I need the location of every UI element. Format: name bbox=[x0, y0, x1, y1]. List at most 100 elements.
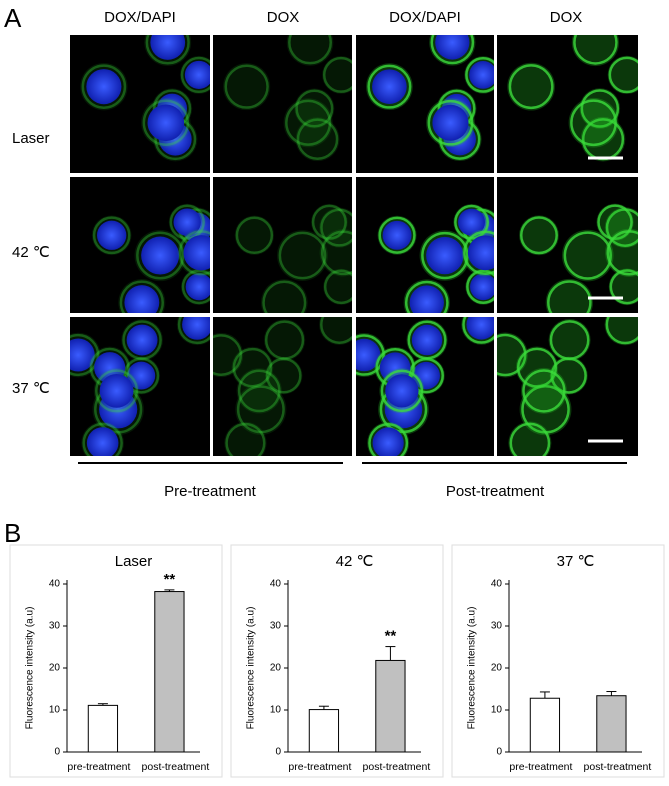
cell-ring bbox=[320, 208, 352, 247]
cell-ring bbox=[213, 334, 243, 376]
cell-ring bbox=[368, 423, 409, 456]
cells bbox=[213, 317, 352, 456]
cell-ring bbox=[466, 269, 494, 304]
cells bbox=[519, 203, 638, 313]
microscopy-image bbox=[213, 35, 352, 173]
cell-ring bbox=[311, 204, 347, 240]
cell-ring bbox=[497, 333, 527, 377]
nucleus bbox=[356, 338, 381, 372]
x-tick-label: post-treatment bbox=[142, 761, 210, 773]
row-label: 37 ℃ bbox=[12, 380, 50, 397]
nucleus bbox=[411, 324, 443, 356]
cell-ring bbox=[95, 369, 139, 413]
y-tick-label: 10 bbox=[49, 705, 61, 716]
cells bbox=[80, 35, 210, 162]
cell-halo bbox=[322, 56, 352, 94]
cell-ring bbox=[421, 231, 469, 280]
cells bbox=[223, 35, 352, 162]
cell-halo bbox=[571, 35, 620, 67]
cell-ring bbox=[181, 269, 210, 305]
nucleus bbox=[385, 374, 419, 408]
cell-ring bbox=[509, 422, 551, 456]
cells bbox=[377, 203, 494, 313]
chart-title: 42 ℃ bbox=[336, 553, 374, 570]
nucleus bbox=[467, 235, 494, 271]
y-axis-label: Fluorescence intensity (a.u) bbox=[25, 607, 36, 730]
nucleus bbox=[458, 208, 486, 236]
cell-ring bbox=[597, 204, 633, 240]
y-tick-label: 10 bbox=[270, 705, 282, 716]
cell-halo bbox=[605, 228, 638, 277]
nucleus bbox=[141, 236, 180, 275]
cell-ring bbox=[82, 422, 123, 456]
cells bbox=[356, 317, 494, 456]
cell-ring bbox=[296, 118, 339, 160]
cell-halo bbox=[548, 319, 591, 362]
cell-halo bbox=[263, 319, 306, 361]
y-tick-label: 10 bbox=[491, 705, 503, 716]
bar bbox=[154, 591, 185, 753]
cell-ring bbox=[608, 56, 638, 94]
cell-ring bbox=[237, 369, 281, 413]
cell-halo bbox=[607, 55, 638, 95]
cell-ring bbox=[92, 216, 131, 255]
cell-ring bbox=[70, 333, 100, 377]
chart-title: Laser bbox=[115, 553, 153, 570]
cell-halo bbox=[508, 421, 552, 456]
cell-ring bbox=[232, 347, 273, 388]
cell-ring bbox=[367, 64, 412, 109]
cell-halo bbox=[497, 332, 528, 378]
y-tick-label: 40 bbox=[270, 579, 282, 590]
y-tick-label: 20 bbox=[491, 663, 503, 674]
cell-halo bbox=[295, 117, 340, 162]
cell-halo bbox=[236, 368, 282, 414]
cell-ring bbox=[606, 230, 638, 276]
cell-halo bbox=[545, 278, 594, 313]
cell-halo bbox=[579, 88, 621, 129]
cell-ring bbox=[81, 64, 127, 109]
cell-ring bbox=[605, 317, 638, 345]
cell-ring bbox=[609, 269, 638, 305]
nucleus bbox=[127, 361, 156, 390]
significance: ** bbox=[164, 571, 176, 588]
column-header: DOX bbox=[550, 9, 583, 26]
cell-halo bbox=[608, 268, 638, 306]
x-tick-label: pre-treatment bbox=[288, 761, 351, 773]
cell-halo bbox=[234, 215, 275, 255]
nucleus bbox=[466, 317, 494, 340]
cell-ring bbox=[235, 216, 274, 254]
cell-halo bbox=[319, 317, 352, 345]
cells bbox=[507, 35, 638, 162]
cell-halo bbox=[519, 215, 559, 256]
column-header: DOX bbox=[267, 9, 300, 26]
cell-ring bbox=[563, 231, 612, 280]
cell-ring bbox=[225, 422, 266, 456]
cell-ring bbox=[262, 280, 307, 313]
y-axis-label: Fluorescence intensity (a.u) bbox=[467, 607, 478, 730]
bar bbox=[529, 697, 561, 753]
x-tick-label: pre-treatment bbox=[509, 761, 572, 773]
cell-halo bbox=[283, 98, 333, 148]
cell-ring bbox=[136, 231, 185, 280]
cell-ring bbox=[508, 64, 554, 110]
row-label: 42 ℃ bbox=[12, 244, 50, 261]
cell-ring bbox=[119, 280, 164, 313]
cell-ring bbox=[323, 269, 352, 305]
cell-halo bbox=[223, 63, 271, 111]
cell-ring bbox=[177, 317, 210, 345]
bar bbox=[596, 695, 627, 753]
row-label: Laser bbox=[12, 130, 50, 147]
cell-ring bbox=[295, 89, 334, 128]
cell-ring bbox=[224, 64, 269, 109]
cell-ring bbox=[463, 230, 494, 275]
significance: ** bbox=[385, 628, 397, 645]
cell-halo bbox=[519, 383, 572, 436]
bar bbox=[308, 709, 340, 753]
cells bbox=[91, 203, 210, 313]
cells bbox=[366, 35, 494, 162]
nucleus bbox=[372, 69, 407, 104]
nucleus bbox=[184, 60, 210, 89]
cell-ring bbox=[465, 57, 494, 93]
group-label: Pre-treatment bbox=[164, 483, 257, 500]
